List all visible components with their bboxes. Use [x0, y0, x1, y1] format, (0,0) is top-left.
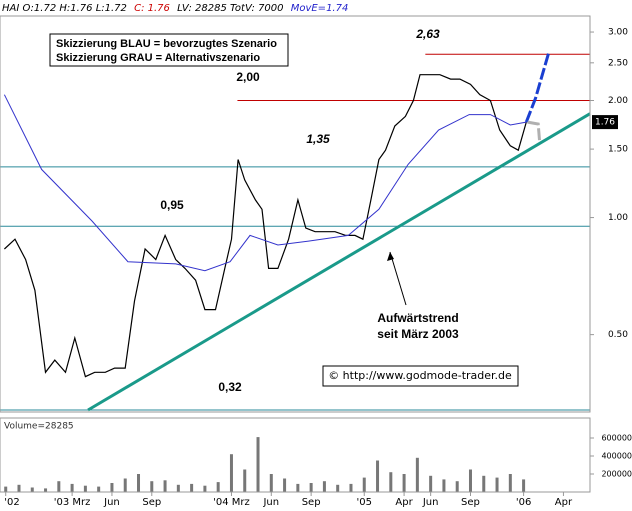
volume-tick-label: 600000 — [601, 434, 632, 443]
volume-bar — [70, 483, 74, 492]
volume-bar — [163, 480, 167, 492]
volume-frame — [0, 417, 591, 493]
x-tick-label: '02 — [4, 497, 19, 508]
volume-bar — [336, 484, 340, 492]
level-label: 1,35 — [306, 132, 330, 146]
volume-bar — [203, 485, 207, 492]
trend-note: seit März 2003 — [377, 327, 459, 341]
volume-bar — [376, 460, 380, 492]
volume-bar — [349, 483, 353, 492]
price-flag-box — [592, 115, 618, 130]
header-part: HAI O:1.72 H:1.76 L:1.72 — [2, 3, 127, 14]
volume-bar — [243, 469, 247, 492]
volume-bar — [190, 483, 194, 492]
copyright: © http://www.godmode-trader.de — [328, 369, 512, 382]
header-part: LV: 28285 TotV: 7000 — [177, 3, 283, 14]
x-tick-label: Jun — [422, 497, 439, 508]
x-tick-label: '05 — [357, 497, 372, 508]
x-tick-label: '06 — [516, 497, 531, 508]
y-tick-label: 1.00 — [608, 213, 628, 223]
volume-bar — [97, 486, 101, 492]
volume-bar — [508, 474, 512, 492]
series-line — [3, 74, 527, 378]
volume-tick-label: 400000 — [601, 452, 632, 461]
x-tick-label: Jun — [262, 497, 279, 508]
level-label: 0,32 — [218, 380, 242, 394]
volume-bar — [495, 477, 499, 492]
volume-bar — [389, 472, 393, 492]
legend-box — [49, 33, 289, 67]
header-part: MovE=1.74 — [291, 3, 349, 14]
price-panel: 0.50 1.00 1.50 2.00 2.50 3.00 '02 '03 Mrz Jun Sep… — [0, 27, 632, 508]
y-tick-label: 2.00 — [608, 96, 628, 106]
arrow-shaft — [389, 251, 407, 306]
volume-bar — [269, 474, 273, 492]
volume-bar — [429, 475, 433, 492]
trend-note: Aufwärtstrend — [377, 311, 458, 325]
volume-bar — [137, 474, 141, 492]
volume-bar — [415, 457, 419, 492]
volume-bar — [522, 479, 526, 492]
y-tick-label: 0.50 — [608, 330, 628, 340]
volume-bar — [482, 475, 486, 492]
volume-bar — [83, 485, 87, 492]
volume-bar — [229, 454, 233, 492]
header-part: C: 1.76 — [134, 3, 170, 14]
volume-bar — [17, 484, 21, 492]
x-tick-label: Jun — [103, 497, 120, 508]
header: HAI O:1.72 H:1.76 L:1.72 C: 1.76 LV: 282… — [2, 3, 348, 14]
series-line — [3, 94, 527, 272]
y-tick-label: 3.00 — [608, 28, 628, 38]
level-label: 2,63 — [415, 27, 440, 41]
x-tick-label: Sep — [461, 497, 480, 508]
price-frame — [0, 15, 591, 413]
x-tick-label: '04 Mrz — [213, 497, 250, 508]
volume-bar — [442, 479, 446, 492]
volume-bar — [309, 483, 313, 492]
volume-bar — [123, 478, 127, 492]
copyright-box — [322, 365, 519, 387]
volume-bar — [216, 482, 220, 492]
volume-bar — [176, 484, 180, 492]
x-tick-label: Apr — [395, 497, 413, 508]
level-label: 2,00 — [236, 70, 260, 84]
volume-bar — [296, 483, 300, 492]
volume-bar — [322, 481, 326, 492]
y-tick-label: 2.50 — [608, 58, 628, 68]
volume-bar — [283, 478, 287, 492]
x-tick-label: Sep — [142, 497, 161, 508]
volume-bar — [362, 477, 366, 492]
series-line — [524, 51, 551, 123]
volume-bar — [468, 469, 472, 492]
volume-bar — [110, 483, 114, 492]
volume-bar — [44, 488, 48, 492]
legend-text: Skizzierung GRAU = Alternativszenario — [56, 52, 260, 64]
trend-line — [87, 112, 591, 412]
x-tick-label: Apr — [555, 497, 573, 508]
series-line — [527, 120, 541, 141]
volume-label: Volume=28285 — [4, 422, 74, 432]
volume-bar — [4, 486, 8, 492]
volume-tick-label: 200000 — [601, 470, 632, 479]
volume-bar — [30, 487, 34, 492]
x-tick-label: Sep — [302, 497, 321, 508]
y-tick-label: 1.50 — [608, 145, 628, 155]
volume-bar — [402, 474, 406, 492]
volume-bar — [57, 481, 61, 492]
legend-text: Skizzierung BLAU = bevorzugtes Szenario — [56, 38, 277, 50]
x-tick-label: '03 Mrz — [54, 497, 91, 508]
volume-bar — [150, 481, 154, 492]
price-flag: 1.76 — [595, 118, 615, 128]
arrow-head — [387, 252, 394, 261]
level-label: 0,95 — [160, 198, 184, 212]
volume-bar — [256, 437, 260, 492]
volume-bar — [455, 481, 459, 492]
